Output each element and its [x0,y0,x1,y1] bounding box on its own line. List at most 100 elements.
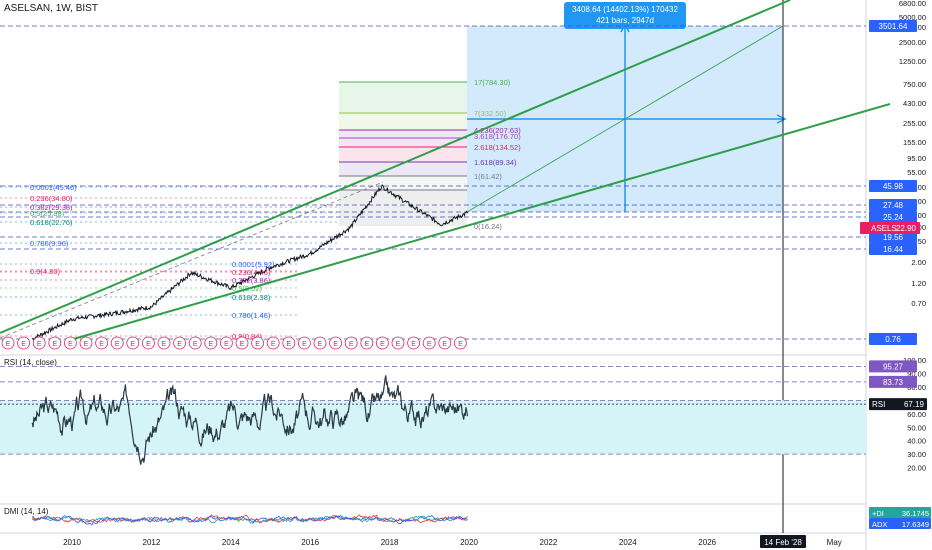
fib-retracement-label: 0.0001(5.92) [232,260,275,269]
time-axis-label: 2018 [381,538,399,547]
price-axis-tick: 0.70 [911,299,926,308]
earnings-marker-text: E [84,341,89,348]
measure-label-box [564,2,686,29]
earnings-marker [360,336,374,350]
earnings-marker-text: E [286,341,291,348]
fib-retracement-label: 0.9(0.84) [232,332,263,341]
fib-retracement-label: 0.618(2.38) [232,293,271,302]
earnings-marker [48,336,62,350]
fib-retracement-label: 0.382(29.38) [30,203,73,212]
rsi-axis-tick: 40.00 [907,437,926,446]
earnings-marker-text: E [130,341,135,348]
price-axis-tick: 1250.00 [899,57,926,66]
dmi-line [32,514,468,526]
price-badge-label: 19.56 [883,233,904,242]
earnings-marker-text: E [458,341,463,348]
price-badge [869,211,917,223]
earnings-marker [1,336,15,350]
price-badge [869,243,917,255]
earnings-marker-text: E [349,341,354,348]
earnings-marker [95,336,108,350]
rsi-axis-tick: 20.00 [907,464,926,473]
fib-extension-label: 1(61.42) [474,172,502,181]
rsi-badge-label: 95.27 [883,362,904,371]
earnings-marker-text: E [99,341,104,348]
fib-retracement-label: 0.0001(45.46) [30,183,77,192]
earnings-marker-text: E [240,341,245,348]
earnings-marker [297,336,311,350]
price-axis-tick: 95.00 [907,154,926,163]
price-axis-tick: 3.50 [911,237,926,246]
fib-extension-label: 4.236(207.63) [474,126,521,135]
earnings-marker-text: E [411,341,416,348]
symbol-price: 22.90 [896,224,917,233]
fib-retracement-label: 0.236(4.46) [232,268,271,277]
time-axis-label: 2022 [540,538,558,547]
symbol-price-tag [860,222,920,234]
fib-extension-band [339,82,467,113]
price-line [31,184,468,341]
earnings-marker-text: E [224,341,229,348]
earnings-marker [453,336,467,350]
earnings-marker [266,336,280,350]
fib-extension-band [339,113,467,130]
fib-retracement-label: 0.786(9.96) [30,239,69,248]
earnings-marker [64,336,77,350]
price-badge-label: 45.98 [883,182,904,191]
rsi-axis-tick: 50.00 [907,423,926,432]
price-axis-tick: 430.00 [903,99,926,108]
earnings-marker-text: E [271,341,276,348]
earnings-marker-text: E [52,341,57,348]
price-axis-tick: 750.00 [903,80,926,89]
price-badge [869,333,917,345]
time-cursor-badge [760,535,806,548]
fib-extension-label: 0(16.24) [474,222,502,231]
price-axis-tick: 2500.00 [899,38,926,47]
earnings-marker-text: E [333,341,338,348]
earnings-marker-text: E [21,341,26,348]
rsi-band [0,400,866,455]
earnings-marker [375,336,389,350]
time-axis-label: May [827,538,842,547]
earnings-marker [157,336,171,350]
price-badge-label: 0.76 [885,335,901,344]
dmi-label: DMI (14, 14) [4,507,49,516]
fib-extension-label: 1.618(89.34) [474,158,517,167]
earnings-marker-text: E [208,341,213,348]
price-axis-tick: 55.00 [907,168,926,177]
dmi-badge-value: 36.1745 [902,509,929,518]
symbol-title: ASELSAN, 1W, BIST [4,3,98,14]
trend-channel-lower [69,103,891,341]
earnings-marker-text: E [146,341,151,348]
earnings-marker [32,336,46,350]
earnings-marker [126,336,140,350]
projection-thin-line [466,25,784,213]
rsi-badge-label: 83.73 [883,378,904,387]
earnings-marker-text: E [115,341,120,348]
projection-dashed-line [0,181,384,339]
price-badge-label: 3501.64 [879,22,908,31]
fib-retracement-label: 0.618(22.76) [30,218,73,227]
earnings-marker-text: E [68,341,73,348]
earnings-marker-text: E [255,341,260,348]
earnings-marker [282,336,296,350]
dmi-badge [869,507,931,518]
price-badge [869,180,917,192]
fib-retracement-label: 0.236(34.80) [30,194,73,203]
fib-retracement-label: 0.382(3.86) [232,276,271,285]
earnings-marker [422,336,436,350]
fib-extension-label: 17(784.30) [474,78,511,87]
price-axis-tick: 5000.00 [899,13,926,22]
fib-retracement-label: 0.786(1.46) [232,311,271,320]
measure-line-2: 421 bars, 2947d [596,16,654,25]
earnings-marker-text: E [380,341,385,348]
trend-channel-upper [0,0,791,334]
price-badge [869,20,917,32]
time-axis-label: 2024 [619,538,637,547]
fib-retracement-label: 0.5(25.88) [30,209,65,218]
dmi-badge-name: ADX [872,520,887,529]
dmi-badge-name: +DI [872,509,884,518]
price-badge-label: 25.24 [883,213,904,222]
measure-line-1: 3408.64 (14402.13%) 170432 [572,5,678,14]
